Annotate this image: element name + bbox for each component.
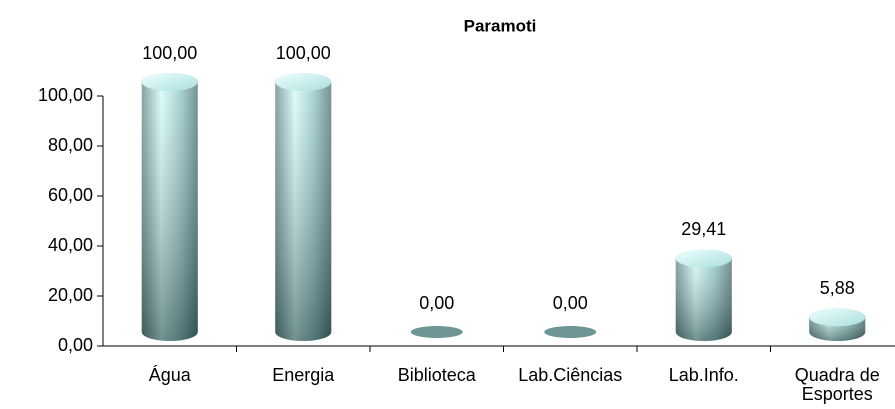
chart-title: Paramoti (464, 16, 537, 35)
value-label: 100,00 (142, 43, 197, 63)
cylinder (410, 326, 463, 338)
value-label: 5,88 (820, 278, 855, 298)
cylinder (544, 326, 597, 338)
cylinder-top (275, 73, 332, 91)
x-tick-label: Água (148, 365, 191, 385)
y-tick-label: 100,00 (38, 85, 93, 105)
cylinder-top (809, 308, 866, 327)
y-tick-label: 0,00 (58, 335, 93, 355)
cylinder-shade (675, 249, 732, 341)
y-tick-label: 80,00 (48, 135, 93, 155)
cylinder-top (675, 249, 732, 268)
x-tick-label: Quadra de Esportes (794, 365, 880, 404)
value-label: 100,00 (276, 43, 331, 63)
x-tick-label: Biblioteca (397, 365, 476, 385)
value-label: 29,41 (681, 219, 726, 239)
cylinder-shade (141, 73, 198, 342)
cylinder-top (141, 73, 198, 91)
y-tick-label: 20,00 (48, 285, 93, 305)
value-label: 0,00 (553, 293, 588, 313)
value-label: 0,00 (419, 293, 454, 313)
x-tick-label: Energia (272, 365, 335, 385)
cylinder-shade (275, 73, 332, 342)
x-tick-label: Lab.Ciências (518, 365, 623, 385)
x-tick-label: Lab.Info. (668, 365, 739, 385)
y-tick-label: 60,00 (48, 185, 93, 205)
y-tick-label: 40,00 (48, 235, 93, 255)
